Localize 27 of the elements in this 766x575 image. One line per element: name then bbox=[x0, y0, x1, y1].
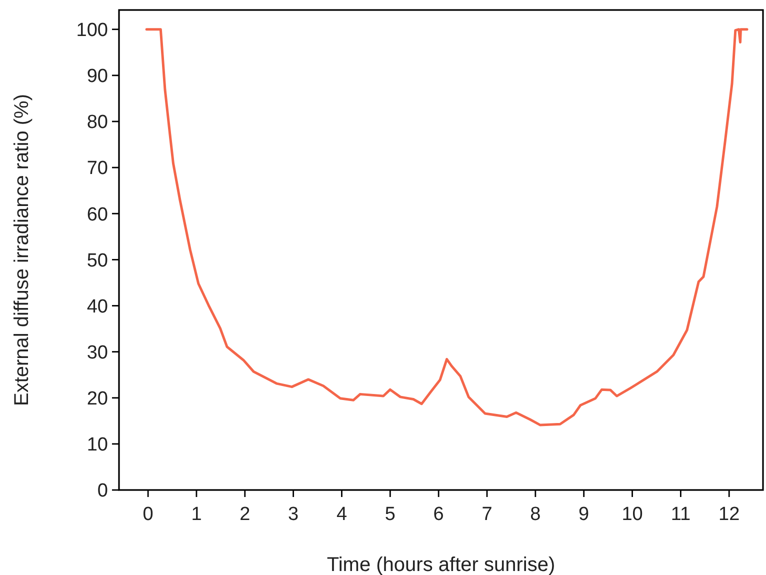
y-tick-label: 50 bbox=[86, 250, 108, 272]
x-tick-label: 5 bbox=[384, 504, 396, 525]
x-tick-label: 4 bbox=[336, 504, 348, 525]
y-tick-label: 30 bbox=[86, 342, 108, 364]
x-tick-label: 8 bbox=[530, 504, 541, 525]
y-tick-label: 100 bbox=[76, 20, 108, 41]
y-tick-label: 0 bbox=[97, 480, 108, 502]
x-tick-label: 10 bbox=[622, 504, 643, 525]
y-tick-label: 80 bbox=[86, 112, 108, 134]
x-tick-label: 11 bbox=[670, 504, 691, 525]
x-tick-label: 9 bbox=[578, 504, 590, 525]
x-tick-label: 0 bbox=[142, 504, 154, 525]
x-tick-label: 3 bbox=[288, 504, 299, 525]
y-tick-label: 70 bbox=[86, 158, 108, 180]
x-tick-label: 1 bbox=[191, 504, 202, 525]
x-tick-label: 6 bbox=[433, 504, 444, 525]
x-tick-label: 12 bbox=[718, 504, 740, 525]
y-tick-label: 10 bbox=[86, 434, 108, 456]
line-series bbox=[145, 28, 748, 426]
y-tick-label: 20 bbox=[86, 388, 108, 410]
x-tick-label: 7 bbox=[482, 504, 492, 525]
x-tick-label: 2 bbox=[240, 504, 250, 525]
y-tick-label: 40 bbox=[86, 296, 108, 318]
y-tick-label: 90 bbox=[86, 66, 108, 88]
y-axis-title: External diffuse irradiance ratio (%) bbox=[11, 94, 33, 406]
y-tick-label: 60 bbox=[86, 204, 108, 226]
x-axis-title: Time (hours after sunrise) bbox=[326, 554, 556, 575]
